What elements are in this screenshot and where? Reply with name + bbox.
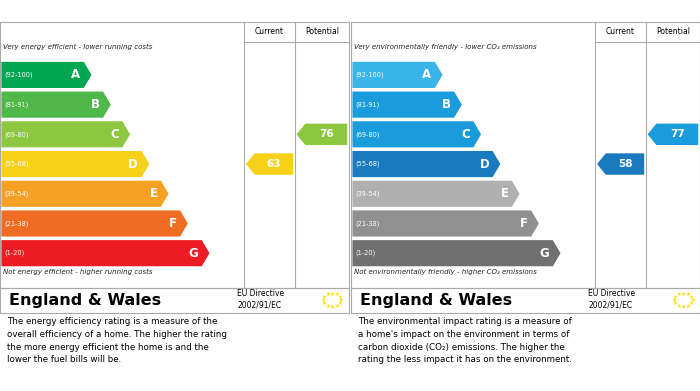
Text: Very energy efficient - lower running costs: Very energy efficient - lower running co… (3, 44, 152, 50)
Text: (69-80): (69-80) (355, 131, 379, 138)
Text: (21-38): (21-38) (4, 220, 29, 227)
Text: (55-68): (55-68) (4, 161, 29, 167)
Text: ★: ★ (681, 305, 686, 310)
Text: 58: 58 (617, 159, 632, 169)
Text: ★: ★ (335, 304, 339, 308)
Text: 77: 77 (670, 129, 685, 139)
Text: England & Wales: England & Wales (8, 293, 161, 308)
Polygon shape (352, 181, 519, 207)
Text: ★: ★ (326, 292, 330, 298)
Text: F: F (169, 217, 176, 230)
Text: Not energy efficient - higher running costs: Not energy efficient - higher running co… (3, 269, 153, 276)
Text: ★: ★ (338, 301, 343, 306)
Text: (39-54): (39-54) (355, 190, 379, 197)
Text: ★: ★ (322, 301, 327, 306)
Text: A: A (422, 68, 431, 81)
Polygon shape (1, 240, 209, 266)
Polygon shape (1, 62, 92, 88)
Polygon shape (597, 153, 644, 175)
Polygon shape (352, 240, 561, 266)
Text: England & Wales: England & Wales (360, 293, 512, 308)
Polygon shape (297, 124, 347, 145)
Text: Not environmentally friendly - higher CO₂ emissions: Not environmentally friendly - higher CO… (354, 269, 537, 276)
Text: (55-68): (55-68) (355, 161, 380, 167)
Polygon shape (648, 124, 699, 145)
Text: ★: ★ (322, 295, 327, 300)
Polygon shape (352, 151, 500, 177)
Text: B: B (90, 98, 99, 111)
Text: EU Directive
2002/91/EC: EU Directive 2002/91/EC (588, 289, 636, 310)
Text: (1-20): (1-20) (4, 250, 25, 256)
Text: 76: 76 (319, 129, 334, 139)
Text: C: C (110, 128, 119, 141)
Text: Potential: Potential (656, 27, 690, 36)
Text: G: G (188, 247, 198, 260)
Polygon shape (1, 151, 149, 177)
Text: ★: ★ (672, 298, 677, 303)
Text: ★: ★ (676, 292, 681, 298)
Text: ★: ★ (326, 304, 330, 308)
Text: (39-54): (39-54) (4, 190, 29, 197)
Text: Very environmentally friendly - lower CO₂ emissions: Very environmentally friendly - lower CO… (354, 44, 536, 50)
Text: C: C (461, 128, 470, 141)
Text: E: E (149, 187, 158, 200)
Text: D: D (480, 158, 489, 170)
Text: ★: ★ (681, 291, 686, 296)
Polygon shape (352, 91, 462, 118)
Text: ★: ★ (689, 295, 694, 300)
Text: (81-91): (81-91) (4, 101, 29, 108)
Text: (81-91): (81-91) (355, 101, 379, 108)
Text: ★: ★ (690, 298, 695, 303)
Text: ★: ★ (673, 301, 678, 306)
Text: G: G (540, 247, 550, 260)
Text: B: B (442, 98, 451, 111)
Text: ★: ★ (321, 298, 326, 303)
Text: D: D (128, 158, 138, 170)
Polygon shape (1, 91, 111, 118)
Text: (69-80): (69-80) (4, 131, 29, 138)
Text: The energy efficiency rating is a measure of the
overall efficiency of a home. T: The energy efficiency rating is a measur… (7, 317, 227, 364)
Text: Potential: Potential (305, 27, 339, 36)
Text: ★: ★ (676, 304, 681, 308)
Text: Energy Efficiency Rating: Energy Efficiency Rating (5, 5, 168, 18)
Polygon shape (352, 210, 539, 237)
Polygon shape (246, 153, 293, 175)
Text: (92-100): (92-100) (355, 72, 384, 78)
Text: (1-20): (1-20) (355, 250, 375, 256)
Polygon shape (352, 62, 442, 88)
Polygon shape (1, 181, 169, 207)
Text: ★: ★ (685, 304, 690, 308)
Text: E: E (500, 187, 508, 200)
Text: Current: Current (606, 27, 635, 36)
Text: A: A (71, 68, 80, 81)
Polygon shape (1, 121, 130, 147)
Text: ★: ★ (330, 305, 335, 310)
Text: ★: ★ (338, 295, 343, 300)
Text: ★: ★ (685, 292, 690, 298)
Text: Current: Current (255, 27, 284, 36)
Text: 63: 63 (267, 159, 281, 169)
Text: ★: ★ (339, 298, 344, 303)
Polygon shape (352, 121, 481, 147)
Text: F: F (519, 217, 528, 230)
Text: ★: ★ (330, 291, 335, 296)
Text: ★: ★ (689, 301, 694, 306)
Polygon shape (1, 210, 188, 237)
Text: EU Directive
2002/91/EC: EU Directive 2002/91/EC (237, 289, 284, 310)
Text: (21-38): (21-38) (355, 220, 379, 227)
Text: ★: ★ (335, 292, 339, 298)
Text: The environmental impact rating is a measure of
a home's impact on the environme: The environmental impact rating is a mea… (358, 317, 572, 364)
Text: ★: ★ (673, 295, 678, 300)
Text: (92-100): (92-100) (4, 72, 33, 78)
Text: Environmental Impact (CO₂) Rating: Environmental Impact (CO₂) Rating (356, 5, 589, 18)
